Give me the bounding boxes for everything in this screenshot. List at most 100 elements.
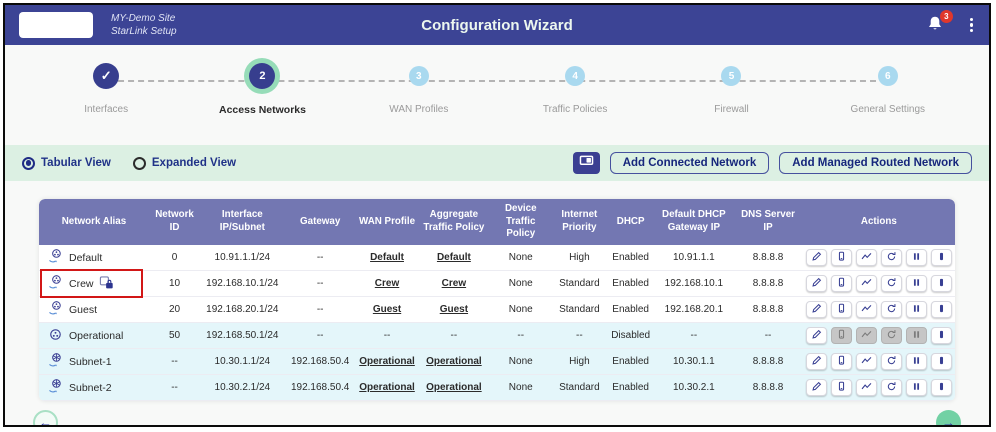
column-header-internet_priority: Internet Priority [561,209,598,234]
stop-action-button[interactable] [930,379,952,397]
radio-tabular-view[interactable]: Tabular View [22,156,111,170]
refresh-action-button[interactable] [880,275,902,293]
wan_profile-link[interactable]: Guest [372,304,402,316]
stop-action-button[interactable] [930,275,952,293]
pause-icon [911,328,922,343]
cell-wan_profile: Operational [356,375,418,400]
step-number: 4 [565,66,586,86]
device-action-button[interactable] [830,379,852,397]
network-alias-label: Operational [69,329,124,342]
site-subtitle: StarLink Setup [111,26,177,37]
pause-action-button[interactable] [905,275,927,293]
stop-action-button[interactable] [930,249,952,267]
refresh-action-button[interactable] [880,353,902,371]
networks-table: Network Alias Network ID Interface IP/Subn… [39,199,955,402]
subnet-icon [47,378,64,398]
edit-action-button[interactable] [805,353,827,371]
stop-action-button[interactable] [930,301,952,319]
cell-device_traffic_policy: None [508,252,533,264]
table-row-operational: Operational 50 192.168.50.1/24 -- -- -- -- -- Di… [39,323,955,350]
stop-action-button[interactable] [930,353,952,371]
aggregate_traffic_policy-link[interactable]: Operational [426,382,482,394]
device-icon [836,380,847,395]
column-header-aggregate_traffic_policy: Aggregate Traffic Policy [423,209,485,234]
refresh-action-button[interactable] [880,379,902,397]
notifications-button[interactable]: 3 [926,10,953,35]
aggregate_traffic_policy-link[interactable]: Guest [439,304,469,316]
logo [19,12,93,38]
edit-action-button[interactable] [805,275,827,293]
graph-icon [861,302,872,317]
cell-dhcp: Enabled [612,252,649,264]
graph-action-button[interactable] [855,301,877,319]
stop-icon [936,276,947,291]
stepper-step-4[interactable]: 4 Traffic Policies [497,51,653,131]
graph-action-button[interactable] [855,379,877,397]
edit-action-button[interactable] [805,301,827,319]
device-icon [836,354,847,369]
back-button[interactable]: ← [33,410,58,425]
cell-interface_ip: 10.30.1.1/24 [214,356,271,368]
table-row-subnet-1: Subnet-1 -- 10.30.1.1/24 192.168.50.4 Operat… [39,349,955,376]
cell-wan_profile: -- [383,330,391,342]
wan_profile-link[interactable]: Crew [374,278,400,290]
stepper-step-1[interactable]: ✓ Interfaces [28,51,184,131]
aggregate_traffic_policy-link[interactable]: Default [436,252,471,264]
device-action-button[interactable] [830,275,852,293]
stepper-step-6[interactable]: 6 General Settings [810,51,966,131]
refresh-icon [886,302,897,317]
step-label: Access Networks [219,104,306,116]
column-header-alias: Network Alias [61,215,127,227]
stop-icon [936,354,947,369]
radio-expanded-view[interactable]: Expanded View [132,156,236,170]
step-circle-wrap: 4 [497,51,653,101]
column-header-device_traffic_policy: Device Traffic Policy [504,203,537,240]
graph-action-button[interactable] [855,275,877,293]
kebab-menu-icon[interactable] [968,16,975,35]
add-managed-routed-network-button[interactable]: Add Managed Routed Network [779,152,972,174]
network-alias-label: Crew [69,277,94,290]
add-connected-network-button[interactable]: Add Connected Network [609,152,770,174]
device-action-button[interactable] [830,301,852,319]
cell-dhcp: Enabled [612,304,649,316]
step-circle-wrap: 2 [184,51,340,101]
pause-action-button[interactable] [905,353,927,371]
graph-action-button[interactable] [855,353,877,371]
cell-internet_priority: Standard [559,278,600,290]
graph-action-button[interactable] [855,249,877,267]
wan_profile-link[interactable]: Operational [359,356,415,368]
cell-interface_ip: 10.30.2.1/24 [214,382,271,394]
access-network-icon [47,300,64,320]
pause-action-button[interactable] [905,301,927,319]
cell-aggregate_traffic_policy: Default [418,245,489,270]
device-action-button[interactable] [830,249,852,267]
device-action-button[interactable] [830,353,852,371]
stepper-step-2[interactable]: 2 Access Networks [184,51,340,131]
edit-action-button[interactable] [805,379,827,397]
cell-actions [803,297,955,322]
stepper-step-5[interactable]: 5 Firewall [653,51,809,131]
next-button[interactable]: → [936,410,961,425]
stop-action-button[interactable] [930,327,952,345]
refresh-action-button[interactable] [880,249,902,267]
aggregate_traffic_policy-link[interactable]: Crew [441,278,467,290]
monitor-view-button[interactable] [572,152,600,174]
wan_profile-link[interactable]: Operational [359,382,415,394]
pause-action-button[interactable] [905,249,927,267]
pause-icon [911,380,922,395]
stepper-step-3[interactable]: 3 WAN Profiles [341,51,497,131]
pause-action-button[interactable] [905,379,927,397]
aggregate_traffic_policy-link[interactable]: Operational [426,356,482,368]
edit-action-button[interactable] [805,327,827,345]
pause-icon [911,250,922,265]
cell-dns_server_ip: 8.8.8.8 [752,304,784,316]
refresh-action-button[interactable] [880,301,902,319]
wan_profile-link[interactable]: Default [370,252,404,264]
graph-icon [861,250,872,265]
cell-aggregate_traffic_policy: Operational [418,375,489,400]
edit-action-button[interactable] [805,249,827,267]
device-action-button [830,327,852,345]
cell-internet_priority: -- [576,330,583,342]
column-header-dhcp: DHCP [616,215,645,227]
cell-network_id: 10 [168,278,181,290]
